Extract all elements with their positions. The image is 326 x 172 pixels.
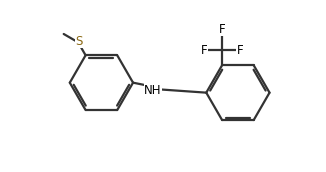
- Text: F: F: [201, 44, 207, 57]
- Text: F: F: [237, 44, 244, 57]
- Text: NH: NH: [144, 84, 162, 97]
- Text: S: S: [75, 35, 83, 48]
- Text: F: F: [219, 23, 225, 36]
